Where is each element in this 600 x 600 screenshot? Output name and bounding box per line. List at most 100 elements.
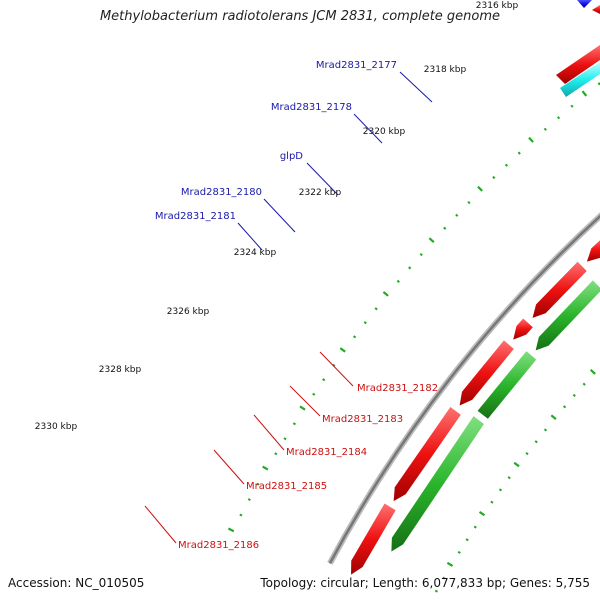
outer-tick xyxy=(382,291,389,297)
outer-tick xyxy=(477,185,483,192)
gene-label-reverse: Mrad2831_2184 xyxy=(286,447,367,458)
leader-line xyxy=(144,505,177,544)
leader-line xyxy=(289,385,321,417)
outer-tick xyxy=(492,175,496,180)
gene-leader-lines xyxy=(144,71,433,544)
inner-tick xyxy=(446,561,454,567)
outer-tick xyxy=(419,252,423,257)
inner-tick xyxy=(442,576,446,580)
genome-summary-text: Topology: circular; Length: 6,077,833 bp… xyxy=(260,576,590,590)
outer-tick xyxy=(322,378,326,382)
outer-tick xyxy=(467,200,471,205)
outer-tick xyxy=(363,321,367,325)
outer-tick xyxy=(283,437,287,441)
outer-tick xyxy=(292,422,296,426)
gene-label-forward: Mrad2831_2180 xyxy=(181,187,262,198)
outer-tick xyxy=(396,279,400,283)
outer-tick xyxy=(353,335,357,339)
leader-line xyxy=(253,414,285,451)
cds-feature xyxy=(391,416,484,552)
inner-tick xyxy=(465,538,469,542)
gene-label-forward: glpD xyxy=(280,151,303,162)
inner-tick xyxy=(582,382,586,386)
gene-label-reverse: Mrad2831_2185 xyxy=(246,481,327,492)
outer-tick xyxy=(408,266,412,270)
scale-tick-label: 2318 kbp xyxy=(424,65,467,75)
cds-feature xyxy=(513,318,533,340)
scale-tick-label: 2320 kbp xyxy=(363,127,406,137)
inner-tick xyxy=(543,428,548,432)
accession-text: Accession: NC_010505 xyxy=(8,576,145,590)
leader-line xyxy=(306,162,339,196)
outer-tick xyxy=(557,116,561,120)
side-cds xyxy=(592,5,600,14)
scale-tick-label: 2326 kbp xyxy=(167,307,210,317)
outer-tick xyxy=(543,127,547,131)
outer-tick xyxy=(570,104,574,108)
gene-label-reverse: Mrad2831_2182 xyxy=(357,383,438,394)
cds-feature xyxy=(532,261,587,318)
map-title: Methylobacterium radiotolerans JCM 2831,… xyxy=(99,9,501,24)
scale-tick-label: 2316 kbp xyxy=(476,1,519,11)
outer-tick xyxy=(262,465,269,471)
adjacent-features xyxy=(556,0,600,97)
leader-line xyxy=(263,198,296,233)
leader-line xyxy=(399,71,433,103)
gene-label-forward: Mrad2831_2178 xyxy=(271,102,352,113)
outer-tick xyxy=(455,213,459,217)
inner-tick xyxy=(498,488,503,492)
inner-tick xyxy=(550,414,557,421)
backbone-core xyxy=(328,214,600,564)
cds-feature xyxy=(535,280,600,351)
outer-tick xyxy=(239,513,243,517)
inner-tick xyxy=(457,550,461,554)
gene-labels: Mrad2831_2177 Mrad2831_2178 glpD Mrad2831_2… xyxy=(155,60,438,551)
inner-tick xyxy=(589,369,596,375)
inner-tick xyxy=(572,393,576,398)
scale-tick-label: 2330 kbp xyxy=(35,422,78,432)
inner-tick-marks xyxy=(434,369,596,593)
inner-tick xyxy=(525,452,529,456)
outer-tick xyxy=(332,363,336,367)
scale-tick-label: 2322 kbp xyxy=(299,188,342,198)
scale-tick-label: 2324 kbp xyxy=(234,248,277,258)
gene-label-forward: Mrad2831_2177 xyxy=(316,60,397,71)
outer-tick xyxy=(227,527,235,533)
outer-tick xyxy=(528,136,534,143)
inner-tick xyxy=(473,525,477,529)
outer-tick xyxy=(581,90,588,97)
cds-feature xyxy=(393,406,461,502)
inner-tick xyxy=(478,511,486,517)
outer-tick xyxy=(312,392,316,396)
inner-tick xyxy=(490,500,494,504)
side-cds xyxy=(560,62,600,97)
outer-tick xyxy=(504,163,509,167)
outer-tick-marks xyxy=(227,82,600,533)
outer-tick xyxy=(374,307,378,311)
genome-backbone xyxy=(327,212,600,565)
cds-feature xyxy=(351,503,396,575)
gene-label-reverse: Mrad2831_2186 xyxy=(178,540,259,551)
inner-tick xyxy=(434,589,438,593)
leader-line xyxy=(319,351,354,387)
outer-tick xyxy=(428,237,435,243)
outer-tick xyxy=(517,151,521,155)
side-cds xyxy=(556,45,600,84)
gene-label-forward: Mrad2831_2181 xyxy=(155,211,236,222)
cds-feature xyxy=(459,340,514,406)
leader-line xyxy=(237,222,263,251)
outer-tick xyxy=(299,405,306,411)
gene-label-reverse: Mrad2831_2183 xyxy=(322,414,403,425)
side-cds xyxy=(577,0,592,8)
scale-tick-labels: 2316 kbp 2318 kbp 2320 kbp 2322 kbp 2324 kbp… xyxy=(35,1,519,432)
outer-tick xyxy=(443,226,447,230)
inner-tick xyxy=(513,461,520,468)
outer-tick xyxy=(339,347,346,353)
leader-line xyxy=(353,113,383,144)
cds-feature xyxy=(586,240,600,262)
outer-tick xyxy=(247,498,251,502)
scale-tick-label: 2328 kbp xyxy=(99,365,142,375)
inner-tick xyxy=(534,440,538,444)
